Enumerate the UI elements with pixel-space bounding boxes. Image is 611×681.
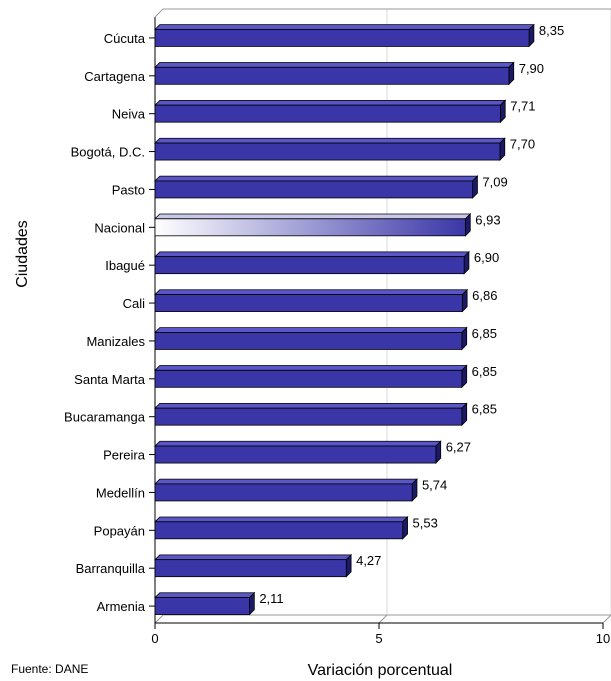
value-label: 2,11 (259, 591, 283, 606)
bar-top-face (154, 478, 418, 485)
category-label: Cali (123, 296, 146, 311)
bar (154, 591, 256, 616)
value-label: 7,09 (482, 174, 507, 189)
labels: 0 5 10 Cúcuta 8,35 Cartagena 7,90 Neiva 7,71 Bogo… (64, 23, 610, 646)
bar-front-face (154, 256, 465, 275)
bar-front-face (154, 180, 474, 199)
bar-top-face (154, 289, 469, 295)
bar-front-face (154, 294, 463, 312)
value-label: 4,27 (356, 553, 381, 568)
value-label: 7,71 (510, 99, 535, 114)
category-label: Medellín (96, 485, 145, 500)
category-label: Bucaramanga (64, 410, 146, 425)
bar-front-face (154, 66, 510, 85)
bar-top-face (154, 137, 506, 144)
bar-front-face (154, 483, 413, 502)
bar (154, 288, 469, 313)
category-label: Bogotá, D.C. (71, 145, 145, 160)
category-label: Pasto (112, 182, 145, 197)
bar-front-face (154, 597, 250, 615)
bar-top-face (154, 24, 535, 30)
value-label: 5,53 (413, 515, 438, 530)
source-note: Fuente: DANE (11, 662, 89, 676)
value-label: 6,27 (446, 440, 471, 455)
bar-front-face (154, 29, 530, 47)
x-tick-label: 0 (151, 631, 158, 646)
bar-front-face (154, 521, 404, 540)
bar-front-face (154, 332, 463, 350)
bar-top-face (154, 592, 256, 598)
bar-top-face (154, 251, 470, 258)
category-label: Cartagena (84, 69, 145, 84)
bar-top-face (154, 175, 479, 182)
bar (154, 137, 506, 162)
bar (154, 516, 409, 540)
x-tick-label: 5 (375, 631, 382, 646)
value-label: 6,93 (475, 212, 500, 227)
value-label: 6,85 (472, 364, 497, 379)
bar-front-face (154, 104, 501, 123)
category-label: Pereira (103, 448, 146, 463)
bar-top-face (154, 402, 468, 409)
bar (154, 402, 468, 427)
bar-front-face (154, 369, 463, 388)
bar-front-face (154, 407, 463, 426)
bar (154, 478, 418, 502)
value-label: 7,90 (519, 61, 544, 76)
bar-top-face (154, 554, 353, 561)
category-label: Santa Marta (74, 372, 146, 387)
bar (154, 61, 515, 86)
bar-top-face (154, 516, 409, 523)
x-tick-label: 10 (596, 631, 610, 646)
bar (154, 440, 442, 465)
y-axis-title: Ciudades (14, 220, 31, 288)
value-label: 6,86 (472, 288, 497, 303)
bars (154, 23, 535, 616)
category-label: Barranquilla (76, 561, 146, 576)
bar (154, 326, 468, 351)
bar-front-face (154, 142, 501, 161)
gridline-floor (378, 614, 388, 624)
value-label: 7,70 (510, 137, 535, 152)
back-wall-edge (154, 8, 611, 18)
bar-top-face (154, 213, 472, 220)
floor-edge (154, 614, 611, 624)
category-label: Manizales (86, 334, 145, 349)
category-label: Popayán (94, 523, 145, 538)
value-label: 8,35 (539, 23, 564, 38)
category-label: Neiva (112, 107, 146, 122)
x-axis-title: Variación porcentual (308, 662, 453, 679)
bar-top-face (154, 62, 515, 68)
value-label: 5,74 (422, 477, 447, 492)
category-label: Nacional (94, 220, 145, 235)
bar (154, 250, 470, 275)
bar-front-face (154, 559, 347, 578)
category-label: Armenia (97, 599, 146, 614)
bar (154, 213, 472, 237)
gridline-floor (602, 614, 611, 624)
bar (154, 175, 479, 199)
category-label: Cúcuta (104, 31, 146, 46)
bar (154, 23, 535, 48)
bar (154, 553, 353, 578)
bar (154, 99, 507, 124)
bar-top-face (154, 440, 442, 447)
bar-top-face (154, 99, 507, 106)
value-label: 6,85 (472, 402, 497, 417)
bar-front-face (154, 445, 437, 464)
category-label: Ibagué (105, 258, 145, 273)
value-label: 6,85 (472, 326, 497, 341)
bar (154, 364, 468, 389)
value-label: 6,90 (474, 250, 499, 265)
bar-top-face (154, 327, 468, 333)
bar-top-face (154, 365, 468, 371)
bar-front-face (154, 218, 466, 237)
